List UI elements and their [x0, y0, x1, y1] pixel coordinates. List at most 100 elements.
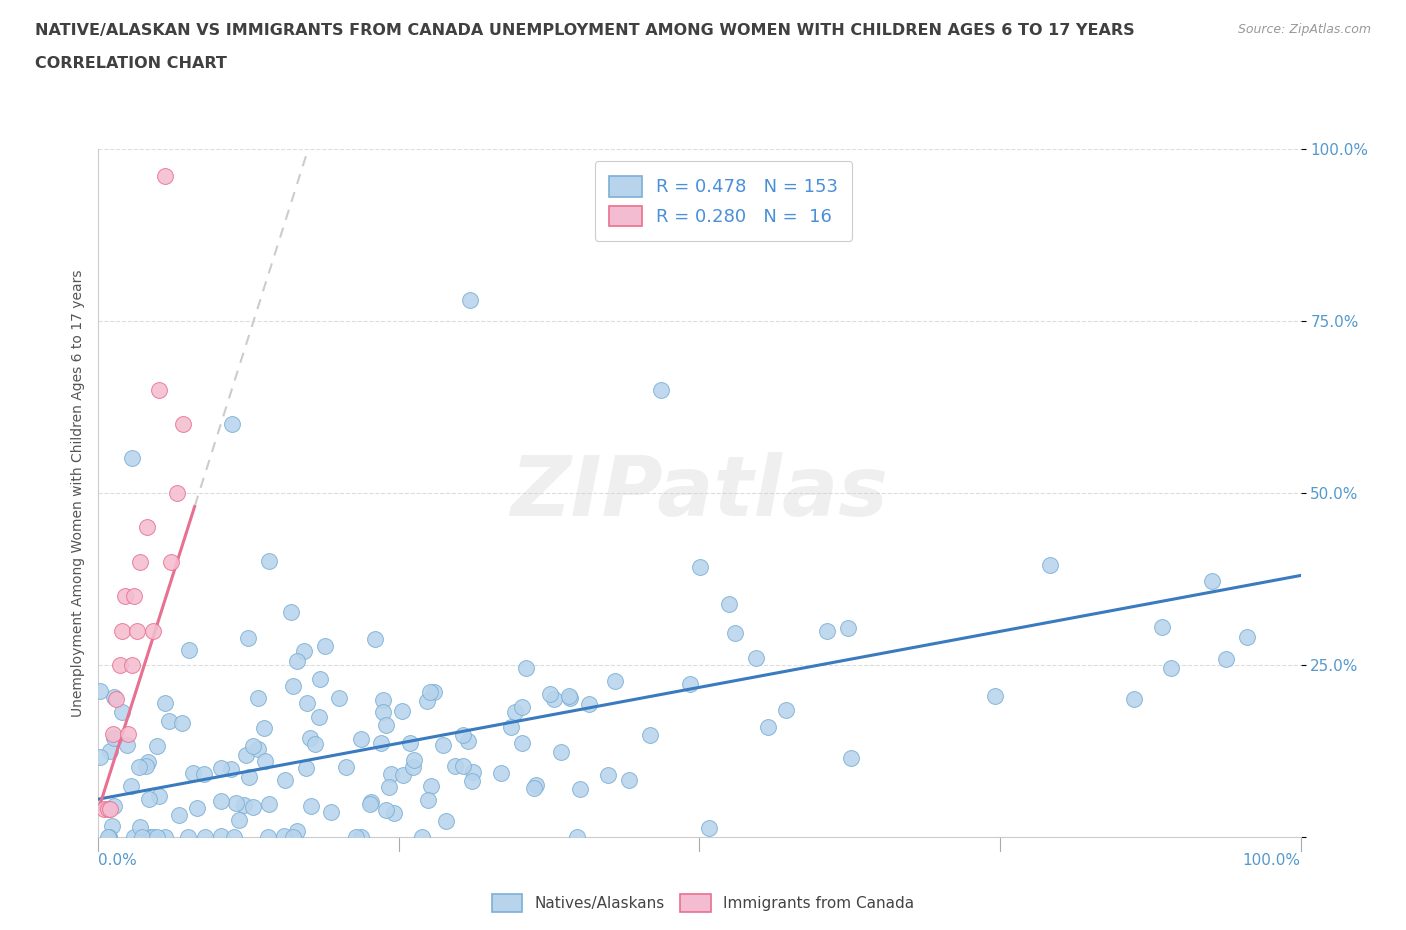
Point: [1160, 660, 1182, 675]
Text: NATIVE/ALASKAN VS IMMIGRANTS FROM CANADA UNEMPLOYMENT AMONG WOMEN WITH CHILDREN : NATIVE/ALASKAN VS IMMIGRANTS FROM CANADA…: [35, 23, 1135, 38]
Point: [257, 797, 280, 812]
Point: [186, 801, 208, 816]
Point: [221, 762, 243, 777]
Point: [141, 623, 163, 638]
Point: [120, 778, 142, 793]
Point: [328, 690, 350, 705]
Point: [124, 830, 146, 844]
Point: [285, 823, 308, 838]
Text: CORRELATION CHART: CORRELATION CHART: [35, 56, 226, 71]
Point: [640, 727, 662, 742]
Point: [461, 764, 484, 779]
Point: [603, 674, 626, 689]
Point: [285, 653, 308, 668]
Point: [370, 736, 392, 751]
Point: [416, 792, 439, 807]
Point: [360, 794, 382, 809]
Point: [281, 679, 304, 694]
Point: [153, 169, 176, 184]
Point: [225, 795, 247, 810]
Point: [837, 621, 859, 636]
Point: [350, 732, 373, 747]
Point: [501, 719, 523, 734]
Point: [131, 830, 153, 844]
Point: [232, 797, 254, 812]
Point: [309, 671, 332, 686]
Point: [724, 625, 747, 640]
Point: [135, 759, 157, 774]
Point: [382, 805, 405, 820]
Point: [423, 684, 446, 699]
Point: [349, 830, 371, 844]
Point: [235, 748, 257, 763]
Point: [242, 800, 264, 815]
Point: [1152, 619, 1174, 634]
Point: [125, 623, 148, 638]
Point: [281, 830, 304, 844]
Point: [273, 828, 295, 843]
Point: [146, 738, 169, 753]
Point: [1123, 692, 1146, 707]
Point: [97, 830, 120, 844]
Point: [101, 819, 124, 834]
Point: [145, 830, 167, 844]
Point: [444, 759, 467, 774]
Text: Source: ZipAtlas.com: Source: ZipAtlas.com: [1237, 23, 1371, 36]
Point: [139, 830, 162, 844]
Point: [128, 760, 150, 775]
Point: [114, 589, 136, 604]
Point: [335, 760, 357, 775]
Point: [97, 830, 120, 844]
Point: [148, 789, 170, 804]
Point: [159, 554, 181, 569]
Point: [650, 382, 672, 397]
Point: [159, 714, 181, 729]
Point: [617, 772, 640, 787]
Point: [434, 814, 457, 829]
Point: [565, 830, 588, 844]
Point: [344, 830, 367, 844]
Point: [135, 520, 157, 535]
Point: [745, 651, 768, 666]
Point: [839, 751, 862, 765]
Point: [451, 727, 474, 742]
Point: [103, 799, 125, 814]
Point: [89, 749, 111, 764]
Point: [1201, 574, 1223, 589]
Point: [457, 734, 479, 749]
Point: [253, 721, 276, 736]
Point: [815, 624, 838, 639]
Point: [172, 715, 194, 730]
Point: [453, 758, 475, 773]
Point: [129, 554, 152, 569]
Point: [374, 717, 396, 732]
Point: [1039, 557, 1062, 572]
Point: [391, 704, 413, 719]
Point: [177, 643, 200, 658]
Point: [280, 604, 302, 619]
Point: [295, 695, 318, 710]
Point: [242, 738, 264, 753]
Point: [257, 830, 280, 844]
Point: [319, 804, 342, 819]
Point: [756, 719, 779, 734]
Point: [121, 658, 143, 672]
Point: [247, 691, 270, 706]
Point: [984, 689, 1007, 704]
Point: [100, 802, 122, 817]
Point: [523, 781, 546, 796]
Point: [117, 737, 139, 752]
Y-axis label: Unemployment Among Women with Children Ages 6 to 17 years: Unemployment Among Women with Children A…: [70, 269, 84, 717]
Point: [169, 808, 191, 823]
Point: [458, 293, 481, 308]
Point: [391, 767, 413, 782]
Point: [510, 736, 533, 751]
Point: [510, 700, 533, 715]
Point: [416, 694, 439, 709]
Point: [183, 765, 205, 780]
Point: [558, 688, 581, 703]
Point: [419, 684, 441, 699]
Point: [460, 774, 482, 789]
Point: [259, 553, 281, 568]
Point: [380, 766, 402, 781]
